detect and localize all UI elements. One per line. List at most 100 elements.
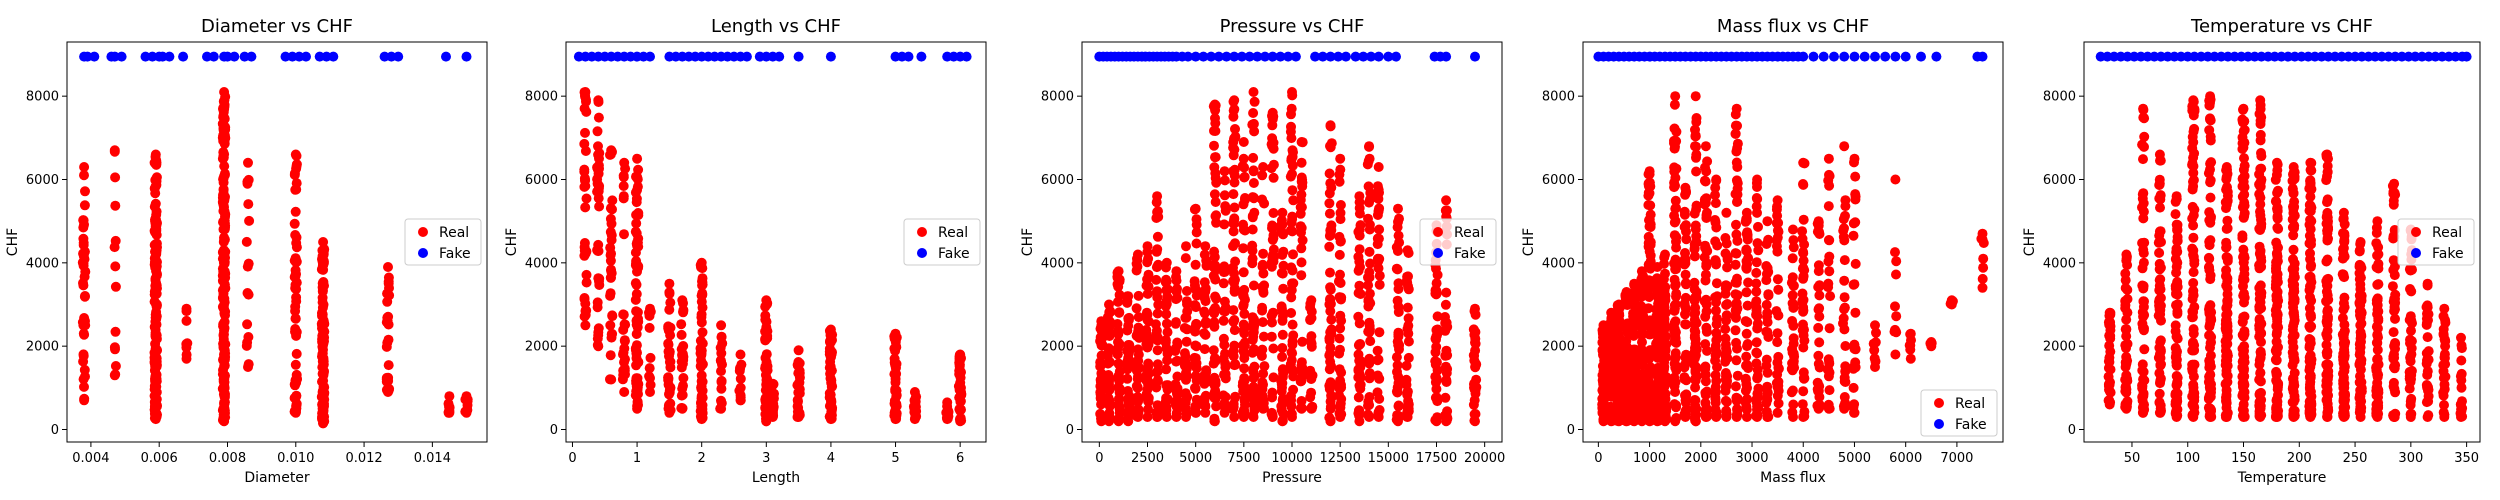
real-point (2237, 138, 2248, 149)
real-point (909, 387, 920, 397)
real-point (1840, 366, 1851, 377)
real-point (1680, 309, 1690, 320)
real-point (2187, 201, 2198, 212)
real-point (1354, 224, 1365, 235)
real-point (793, 345, 804, 356)
real-point (1731, 355, 1742, 366)
real-point (1355, 370, 1366, 381)
real-point (1870, 320, 1880, 331)
real-point (663, 379, 674, 390)
real-point (1620, 393, 1631, 403)
legend-label-real: Real (1454, 225, 1484, 241)
real-point (1162, 291, 1173, 302)
real-point (78, 328, 89, 339)
real-point (697, 359, 708, 370)
real-point (1114, 289, 1125, 300)
real-point (1392, 382, 1403, 393)
real-point (1190, 326, 1201, 337)
real-point (1248, 412, 1259, 422)
real-point (632, 373, 643, 384)
real-point (290, 254, 301, 265)
real-point (219, 308, 230, 319)
real-point (1266, 257, 1277, 268)
fake-point (774, 51, 785, 62)
real-point (1773, 284, 1784, 295)
real-point (2139, 131, 2150, 142)
real-point (1162, 327, 1173, 338)
real-point (2205, 338, 2216, 349)
real-point (1180, 351, 1191, 362)
real-point (1374, 270, 1385, 281)
real-point (1720, 324, 1731, 335)
real-point (1257, 259, 1268, 270)
real-point (1752, 371, 1763, 381)
real-point (1441, 205, 1452, 216)
real-point (151, 229, 162, 240)
real-point (1392, 366, 1402, 377)
fake-point (301, 51, 311, 62)
real-point (1431, 278, 1442, 289)
fake-point (1441, 51, 1452, 62)
real-point (697, 276, 707, 287)
real-point (110, 200, 121, 211)
real-point (1324, 198, 1335, 209)
real-point (1209, 189, 1220, 200)
real-point (632, 307, 643, 318)
real-point (1112, 349, 1123, 360)
real-point (1239, 308, 1250, 319)
real-point (1287, 151, 1298, 162)
real-point (1797, 297, 1808, 308)
real-point (1364, 246, 1375, 257)
real-point (2171, 191, 2182, 202)
legend-label-fake: Fake (938, 246, 970, 262)
real-point (243, 362, 253, 372)
legend-label-fake: Fake (439, 246, 471, 262)
real-point (1752, 174, 1763, 185)
real-point (2138, 296, 2149, 307)
real-point (218, 130, 229, 141)
real-point (1403, 336, 1414, 347)
real-point (1772, 337, 1783, 348)
real-point (1267, 392, 1278, 403)
real-point (110, 344, 120, 355)
real-point (605, 350, 616, 361)
real-point (1773, 226, 1784, 237)
real-point (1402, 245, 1413, 256)
real-point (1741, 287, 1752, 298)
real-point (1613, 299, 1624, 310)
real-point (1659, 285, 1670, 296)
real-point (1659, 294, 1669, 305)
y-axis-label: CHF (1020, 228, 1036, 256)
real-point (1131, 303, 1142, 314)
real-point (289, 169, 300, 180)
fake-point (961, 51, 972, 62)
real-point (1229, 283, 1240, 294)
fake-point (1916, 51, 1926, 62)
real-point (2138, 103, 2149, 114)
real-point (289, 393, 300, 403)
fake-point (645, 51, 655, 62)
real-point (1286, 109, 1296, 120)
fake-point (1267, 51, 1278, 62)
real-point (2221, 303, 2232, 313)
real-point (1643, 303, 1654, 314)
real-point (150, 406, 161, 417)
real-point (1259, 198, 1270, 209)
real-point (2188, 176, 2198, 187)
real-point (762, 326, 773, 337)
real-point (219, 87, 230, 97)
real-point (1278, 246, 1289, 257)
y-tick-label: 8000 (26, 90, 59, 105)
real-point (109, 145, 120, 156)
real-point (1355, 289, 1366, 299)
real-point (1248, 152, 1259, 163)
real-point (1710, 355, 1721, 366)
real-point (318, 299, 329, 310)
real-point (1238, 325, 1249, 336)
real-point (2205, 158, 2216, 169)
real-point (1660, 249, 1670, 260)
y-tick-label: 2000 (26, 340, 59, 355)
real-point (1335, 153, 1346, 164)
real-point (1671, 126, 1682, 137)
real-point (1199, 328, 1210, 339)
